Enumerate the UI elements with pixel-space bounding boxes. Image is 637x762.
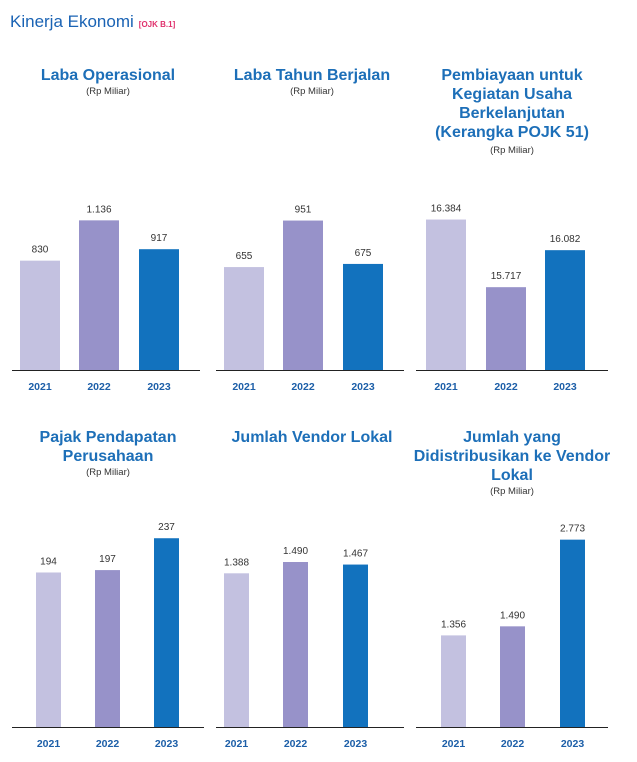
chart-title: Laba Tahun Berjalan — [233, 67, 391, 84]
x-tick-2023: 2023 — [155, 738, 179, 750]
data-label-2023: 917 — [151, 233, 168, 244]
bar-2021 — [426, 219, 466, 370]
bar-2021 — [20, 260, 60, 370]
chart-title: Laba Operasional — [40, 67, 176, 84]
section-header: Kinerja Ekonomi [OJK B.1] — [10, 12, 175, 32]
x-tick-2022: 2022 — [501, 738, 525, 750]
bar-2021 — [224, 267, 264, 370]
x-tick-2021: 2021 — [37, 738, 61, 750]
x-tick-2022: 2022 — [87, 381, 111, 393]
x-tick-2023: 2023 — [561, 738, 585, 750]
bar-2023 — [560, 539, 585, 727]
chart-title: Pajak Pendapatan Perusahaan — [39, 429, 177, 465]
data-label-2021: 194 — [40, 556, 57, 567]
x-tick-2023: 2023 — [351, 381, 375, 393]
bar-2023 — [343, 564, 368, 727]
x-tick-2022: 2022 — [284, 738, 308, 750]
data-label-2023: 2.773 — [560, 524, 585, 535]
chart-unit: (Rp Miliar) — [86, 86, 130, 97]
data-label-2023: 16.082 — [550, 234, 581, 245]
x-tick-2023: 2023 — [553, 381, 577, 393]
data-label-2021: 655 — [236, 251, 253, 262]
chart-plot: 1.356 2021 1.490 2022 2.773 2023 — [416, 524, 608, 750]
data-label-2021: 1.388 — [224, 557, 249, 568]
bar-2023 — [154, 538, 179, 727]
chart-unit: (Rp Miliar) — [86, 467, 130, 478]
data-label-2021: 1.356 — [441, 619, 466, 630]
chart-plot: 830 2021 1.136 2022 917 2023 — [12, 204, 200, 393]
data-label-2022: 1.490 — [283, 546, 308, 557]
bar-2021 — [224, 573, 249, 727]
bar-2021 — [441, 635, 466, 727]
bar-2023 — [545, 250, 585, 370]
x-tick-2022: 2022 — [494, 381, 518, 393]
data-label-2022: 197 — [99, 554, 116, 565]
bar-2022 — [486, 287, 526, 370]
chart-plot: 655 2021 951 2022 675 2023 — [216, 205, 404, 393]
data-label-2022: 1.490 — [500, 610, 525, 621]
data-label-2022: 1.136 — [86, 204, 111, 215]
bar-2022 — [500, 626, 525, 727]
data-label-2022: 951 — [295, 205, 312, 216]
data-label-2023: 237 — [158, 522, 175, 533]
bar-2023 — [343, 263, 383, 370]
data-label-2023: 675 — [355, 248, 372, 259]
chart-unit: (Rp Miliar) — [490, 486, 534, 497]
x-tick-2023: 2023 — [147, 381, 171, 393]
chart-title: Jumlah Vendor Lokal — [231, 429, 393, 446]
bar-2022 — [283, 562, 308, 727]
section-reference: [OJK B.1] — [138, 20, 176, 29]
chart-plot: 1.388 2021 1.490 2022 1.467 2023 — [216, 546, 404, 750]
bar-2022 — [95, 570, 120, 727]
x-tick-2021: 2021 — [442, 738, 466, 750]
chart-plot: 16.384 2021 15.717 2022 16.082 2023 — [416, 204, 608, 393]
bar-2022 — [79, 220, 119, 370]
chart-title: Jumlah yang Didistribusikan ke Vendor Lo… — [413, 429, 611, 484]
chart-unit: (Rp Miliar) — [490, 145, 534, 156]
x-tick-2021: 2021 — [434, 381, 458, 393]
chart-plot: 194 2021 197 2022 237 2023 — [12, 522, 204, 750]
section-title: Kinerja Ekonomi — [10, 12, 134, 31]
x-tick-2023: 2023 — [344, 738, 368, 750]
x-tick-2021: 2021 — [225, 738, 249, 750]
bar-2021 — [36, 572, 61, 727]
x-tick-2021: 2021 — [28, 381, 52, 393]
x-tick-2022: 2022 — [291, 381, 315, 393]
data-label-2022: 15.717 — [491, 271, 522, 282]
data-label-2021: 830 — [32, 245, 49, 256]
chart-title: Pembiayaan untuk Kegiatan Usaha Berkelan… — [435, 67, 589, 141]
chart-unit: (Rp Miliar) — [290, 86, 334, 97]
bar-2022 — [283, 220, 323, 370]
data-label-2021: 16.384 — [431, 204, 462, 215]
x-tick-2021: 2021 — [232, 381, 256, 393]
bar-2023 — [139, 249, 179, 370]
x-tick-2022: 2022 — [96, 738, 120, 750]
data-label-2023: 1.467 — [343, 549, 368, 560]
